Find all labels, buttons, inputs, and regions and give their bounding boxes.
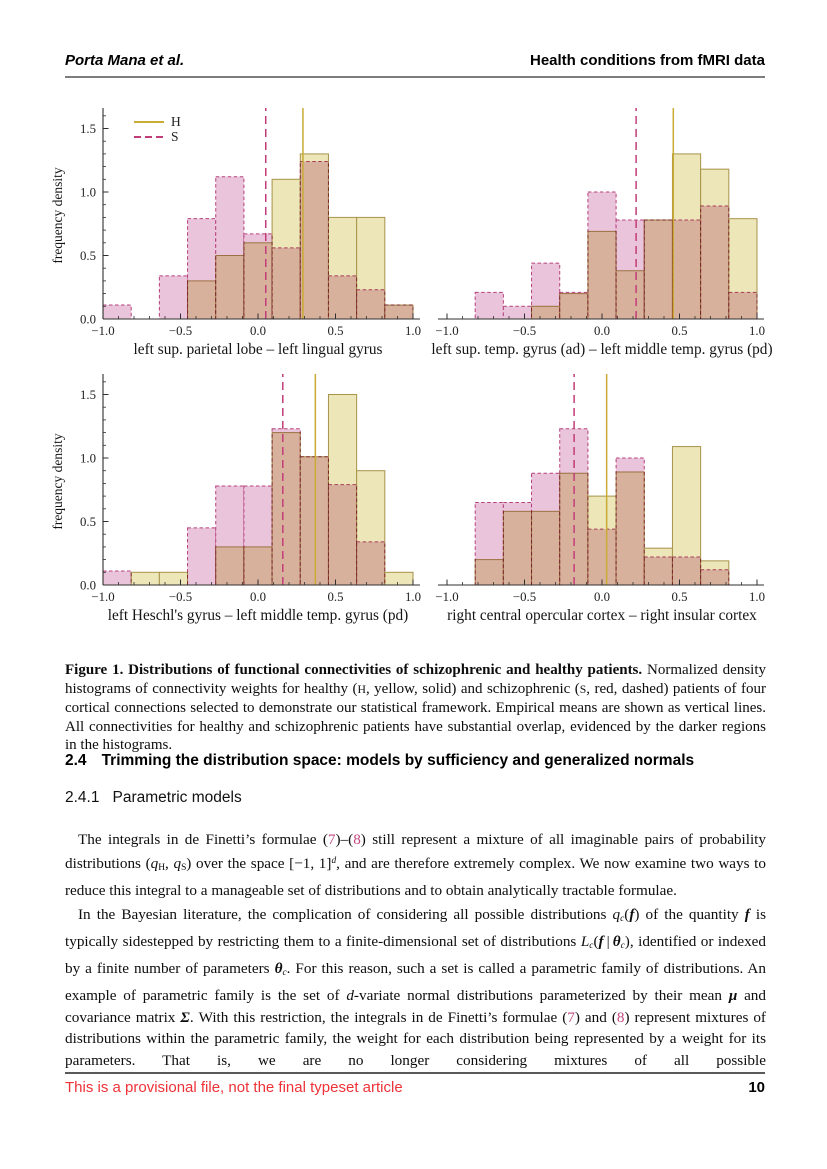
x-tick-label: 1.0 — [405, 590, 421, 604]
x-tick-label: 0.5 — [328, 324, 344, 338]
equation-reference[interactable]: 8 — [353, 831, 361, 849]
y-tick-label: 0.5 — [80, 515, 96, 529]
x-tick-label: 0.5 — [328, 590, 344, 604]
y-tick-label: 1.5 — [80, 122, 96, 136]
y-tick-label: 1.0 — [80, 186, 96, 200]
y-axis-title: frequency density — [50, 433, 65, 530]
x-axis: −1.0 −0.5 0.0 0.5 1.0 — [91, 313, 421, 338]
x-tick-label: 0.5 — [672, 324, 688, 338]
histogram-schizophrenic — [474, 191, 758, 320]
y-tick-label: 1.5 — [80, 388, 96, 402]
x-tick-label: −1.0 — [91, 590, 114, 604]
x-tick-label: −0.5 — [513, 590, 536, 604]
x-axis: −1.0 −0.5 0.0 0.5 1.0 — [91, 579, 421, 604]
equation-reference[interactable]: 7 — [567, 1008, 575, 1026]
body-paragraph-2: In the Bayesian literature, the complica… — [65, 906, 767, 1070]
x-tick-label: −0.5 — [513, 324, 536, 338]
running-author: Porta Mana et al. — [65, 52, 185, 69]
provisional-notice: This is a provisional file, not the fina… — [65, 1079, 403, 1096]
y-tick-label: 0.0 — [80, 313, 96, 327]
x-tick-label: −1.0 — [435, 324, 458, 338]
y-axis-title: frequency density — [50, 167, 65, 264]
section-number: 2.4 — [65, 752, 87, 769]
x-tick-label: −0.5 — [169, 590, 192, 604]
plot-bottom-left: −1.0 −0.5 0.0 0.5 1.0 left Heschl's gyrus – l… — [50, 374, 421, 624]
x-tick-label: −0.5 — [169, 324, 192, 338]
y-tick-label: 1.0 — [80, 452, 96, 466]
x-tick-label: 0.5 — [672, 590, 688, 604]
body-paragraph-1: The integrals in de Finetti’s formulae (… — [65, 831, 766, 900]
histogram-schizophrenic — [474, 428, 730, 586]
x-tick-label: 0.0 — [250, 590, 266, 604]
plot-top-right: −1.0 −0.5 0.0 0.5 1.0 left sup. temp. gyrus (… — [431, 108, 773, 358]
plot-bottom-right: −1.0 −0.5 0.0 0.5 1.0 right central opercular… — [435, 374, 765, 624]
figure-1-caption: Figure 1. Distributions of functional co… — [65, 662, 766, 754]
x-tick-label: 1.0 — [749, 324, 765, 338]
x-axis-title: left Heschl's gyrus – left middle temp. … — [108, 607, 409, 624]
histogram-schizophrenic — [102, 161, 414, 320]
y-axis: 0.0 0.5 1.0 1.5 — [80, 108, 109, 327]
page-header: Porta Mana et al. Health conditions from… — [65, 52, 765, 78]
subsection-title: Parametric models — [112, 789, 242, 806]
histogram-healthy — [130, 394, 414, 586]
running-title: Health conditions from fMRI data — [529, 52, 765, 69]
x-tick-label: 1.0 — [405, 324, 421, 338]
x-axis: −1.0 −0.5 0.0 0.5 1.0 — [435, 313, 765, 338]
y-tick-label: 0.0 — [80, 579, 96, 593]
section-heading-2-4: 2.4 Trimming the distribution space: mode… — [65, 752, 694, 770]
legend-label-schizophrenic: S — [171, 129, 179, 144]
y-axis: 0.0 0.5 1.0 1.5 — [80, 374, 109, 593]
x-axis-title: left sup. temp. gyrus (ad) – left middle… — [431, 341, 772, 358]
equation-reference[interactable]: 7 — [327, 831, 336, 849]
plot-top-left: −1.0 −0.5 0.0 0.5 1.0 left sup. parietal lobe… — [50, 108, 421, 358]
page-footer: This is a provisional file, not the fina… — [65, 1079, 765, 1096]
x-tick-label: 0.0 — [250, 324, 266, 338]
x-tick-label: −1.0 — [91, 324, 114, 338]
section-title: Trimming the distribution space: models … — [101, 752, 695, 769]
x-tick-label: 1.0 — [749, 590, 765, 604]
histogram-healthy — [474, 446, 730, 586]
x-tick-label: 0.0 — [594, 590, 610, 604]
y-tick-label: 0.5 — [80, 249, 96, 263]
legend: HS — [134, 114, 181, 144]
page-number: 10 — [748, 1079, 765, 1096]
x-axis: −1.0 −0.5 0.0 0.5 1.0 — [435, 579, 765, 604]
x-tick-label: 0.0 — [594, 324, 610, 338]
equation-reference[interactable]: 8 — [616, 1008, 625, 1026]
histogram-healthy — [187, 153, 414, 320]
histogram-schizophrenic — [102, 428, 386, 586]
subsection-heading-2-4-1: 2.4.1 Parametric models — [65, 789, 242, 807]
legend-label-healthy: H — [171, 114, 181, 129]
subsection-number: 2.4.1 — [65, 789, 100, 806]
x-axis-title: left sup. parietal lobe – left lingual g… — [134, 341, 383, 358]
x-axis-title: right central opercular cortex – right i… — [447, 607, 757, 624]
histogram-healthy — [531, 153, 758, 320]
footer-rule — [65, 1072, 765, 1074]
x-tick-label: −1.0 — [435, 590, 458, 604]
